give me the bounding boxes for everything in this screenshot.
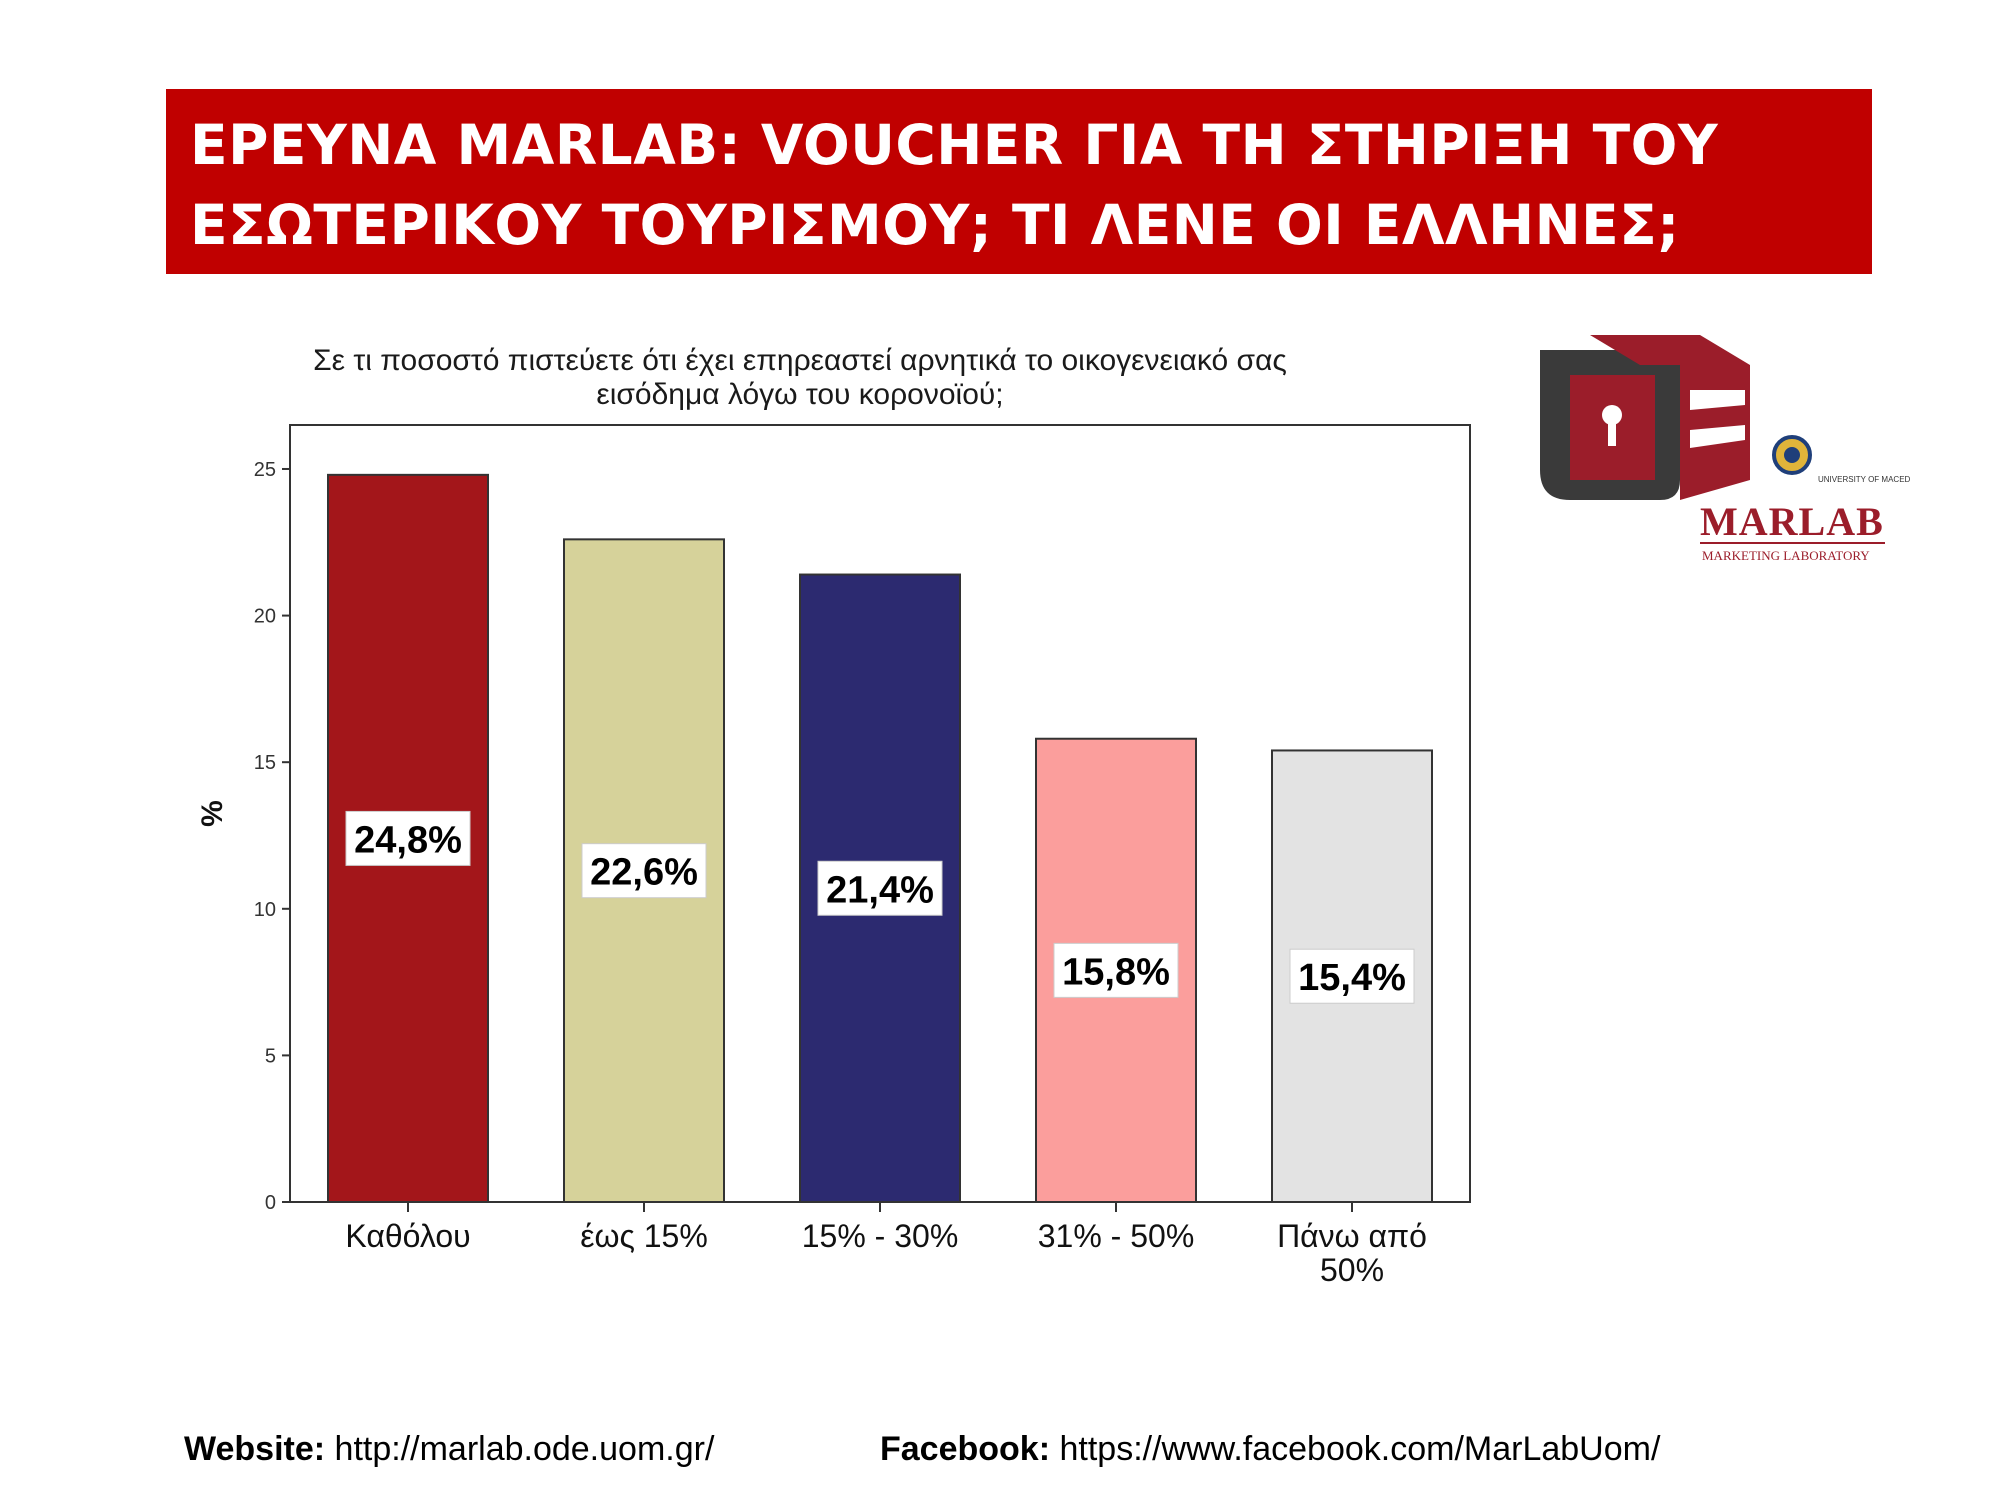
y-axis-label: % bbox=[196, 800, 229, 827]
value-label-box bbox=[581, 843, 707, 899]
value-label: 15,8% bbox=[1062, 951, 1170, 993]
value-label-box bbox=[1289, 948, 1415, 1004]
x-tick-label: 50% bbox=[1320, 1252, 1384, 1288]
x-tick-label: 31% - 50% bbox=[1038, 1218, 1195, 1254]
y-tick-label: 20 bbox=[254, 606, 276, 628]
website-label: Website: bbox=[184, 1430, 326, 1468]
x-tick-label: 15% - 30% bbox=[802, 1218, 959, 1254]
chart-title: Σε τι ποσοστό πιστεύετε ότι έχει επηρεασ… bbox=[200, 344, 1400, 412]
facebook-label: Facebook: bbox=[880, 1430, 1051, 1468]
value-label-box bbox=[345, 810, 471, 866]
chart-title-line-2: εισόδημα λόγω του κορονοϊού; bbox=[596, 378, 1004, 411]
x-tick-label: έως 15% bbox=[580, 1218, 708, 1254]
value-label-box bbox=[817, 860, 943, 916]
university-name: UNIVERSITY OF MACEDONIA bbox=[1818, 475, 1910, 484]
value-label: 22,6% bbox=[590, 852, 698, 894]
value-label: 24,8% bbox=[354, 819, 462, 861]
footer-facebook: Facebook: https://www.facebook.com/MarLa… bbox=[880, 1430, 1660, 1469]
marlab-logo: UNIVERSITY OF MACEDONIA MARLAB MARKETING… bbox=[1540, 335, 1910, 563]
brand-tagline: MARKETING LABORATORY bbox=[1702, 548, 1870, 563]
value-label-box bbox=[1053, 942, 1179, 998]
y-tick-label: 15 bbox=[254, 752, 276, 774]
value-label: 21,4% bbox=[826, 869, 934, 911]
value-label: 15,4% bbox=[1298, 957, 1406, 999]
banner-title-line-2: ΕΣΩΤΕΡΙΚΟΥ ΤΟΥΡΙΣΜΟΥ; ΤΙ ΛΕΝΕ ΟΙ ΕΛΛΗΝΕΣ… bbox=[190, 193, 1680, 257]
title-banner: ΕΡΕΥΝΑ MARLAB: VOUCHER ΓΙΑ ΤΗ ΣΤΗΡΙΞΗ ΤΟ… bbox=[166, 89, 1872, 274]
y-tick-label: 10 bbox=[254, 899, 276, 921]
logo-cube-top bbox=[1590, 335, 1750, 365]
brand-name: MARLAB bbox=[1700, 499, 1884, 544]
y-tick-label: 25 bbox=[254, 459, 276, 481]
footer-website: Website: http://marlab.ode.uom.gr/ bbox=[184, 1430, 714, 1469]
x-tick-label: Πάνω από bbox=[1277, 1218, 1427, 1254]
banner-title-line-1: ΕΡΕΥΝΑ MARLAB: VOUCHER ΓΙΑ ΤΗ ΣΤΗΡΙΞΗ ΤΟ… bbox=[190, 113, 1719, 177]
keyhole-icon bbox=[1602, 405, 1622, 425]
website-link[interactable]: http://marlab.ode.uom.gr/ bbox=[334, 1430, 715, 1468]
chart-title-line-1: Σε τι ποσοστό πιστεύετε ότι έχει επηρεασ… bbox=[313, 344, 1287, 377]
facebook-link[interactable]: https://www.facebook.com/MarLabUom/ bbox=[1059, 1430, 1661, 1468]
y-tick-label: 5 bbox=[265, 1045, 276, 1067]
logo-stripe-2 bbox=[1690, 425, 1745, 448]
logo-stripe-1 bbox=[1690, 390, 1745, 410]
x-tick-label: Καθόλου bbox=[345, 1218, 470, 1254]
y-tick-label: 0 bbox=[265, 1192, 276, 1214]
